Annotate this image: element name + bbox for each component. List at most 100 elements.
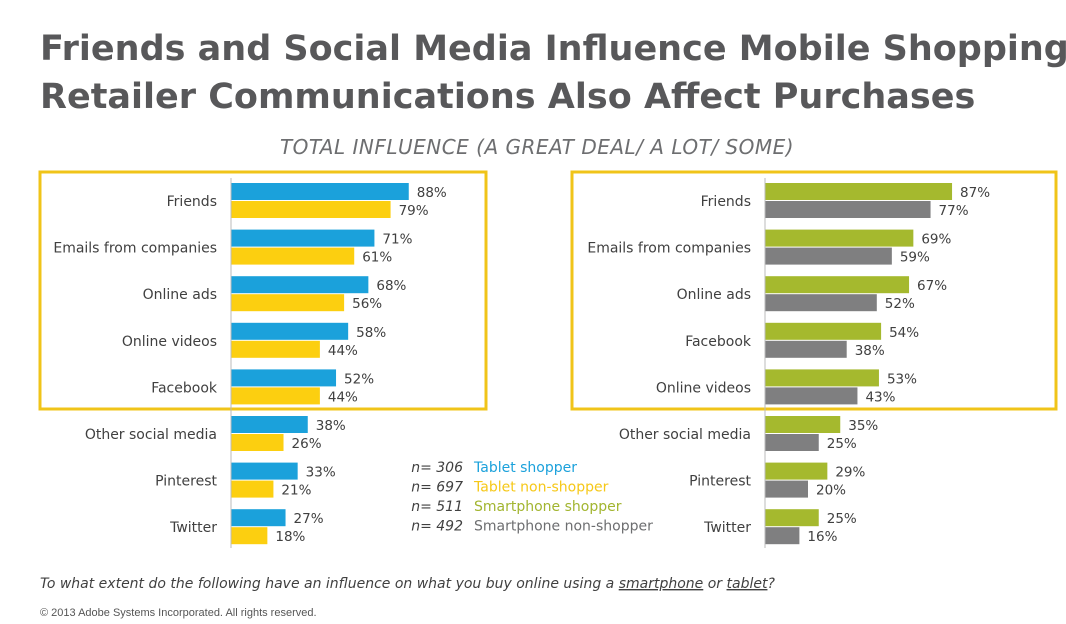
- bar-tablet-shopper: [231, 462, 298, 480]
- legend-label: Smartphone shopper: [474, 499, 622, 515]
- bar-tablet-shopper: [231, 322, 349, 340]
- bar-smartphone-non-shopper: [765, 480, 808, 498]
- data-label: 61%: [362, 250, 392, 266]
- copyright: © 2013 Adobe Systems Incorporated. All r…: [40, 607, 317, 619]
- data-label: 33%: [306, 465, 336, 481]
- data-label: 52%: [344, 371, 374, 387]
- bar-smartphone-shopper: [765, 369, 879, 387]
- bar-smartphone-non-shopper: [765, 294, 877, 312]
- bar-smartphone-non-shopper: [765, 434, 819, 451]
- data-label: 71%: [382, 232, 412, 248]
- bar-smartphone-non-shopper: [765, 340, 847, 358]
- data-label: 35%: [848, 418, 878, 434]
- category-label: Emails from companies: [53, 241, 217, 257]
- data-label: 38%: [316, 418, 346, 434]
- highlight-box: [570, 170, 1058, 411]
- data-label: 56%: [352, 296, 382, 312]
- bar-smartphone-non-shopper: [765, 387, 858, 405]
- bar-tablet-non-shopper: [231, 480, 274, 498]
- legend-n: n= 511: [411, 499, 463, 515]
- category-label: Emails from companies: [587, 241, 751, 257]
- bar-tablet-shopper: [231, 229, 375, 247]
- category-label: Online ads: [677, 287, 751, 303]
- legend-n: n= 492: [411, 519, 463, 535]
- bar-smartphone-shopper: [765, 322, 882, 340]
- category-label: Facebook: [151, 380, 218, 396]
- subtitle: TOTAL INFLUENCE (A GREAT DEAL/ A LOT/ SO…: [280, 135, 794, 159]
- category-label: Other social media: [619, 427, 751, 443]
- data-label: 43%: [865, 389, 895, 405]
- data-label: 87%: [960, 185, 990, 201]
- survey-question: To what extent do the following have an …: [40, 576, 775, 592]
- data-label: 88%: [417, 185, 447, 201]
- legend-label: Tablet shopper: [473, 460, 577, 476]
- data-label: 77%: [939, 203, 969, 219]
- data-label: 54%: [889, 325, 919, 341]
- bar-smartphone-shopper: [765, 416, 841, 433]
- data-label: 44%: [328, 389, 358, 405]
- legend-label: Tablet non-shopper: [473, 480, 609, 496]
- category-label: Pinterest: [689, 474, 751, 490]
- legend-item: n= 511 Smartphone shopper: [411, 499, 622, 515]
- bar-tablet-shopper: [231, 416, 308, 433]
- category-label: Twitter: [169, 520, 217, 536]
- data-label: 44%: [328, 343, 358, 359]
- bar-smartphone-shopper: [765, 183, 953, 200]
- bar-smartphone-shopper: [765, 229, 914, 247]
- category-label: Facebook: [685, 334, 752, 350]
- highlight-box: [38, 170, 488, 411]
- legend-item: n= 697 Tablet non-shopper: [411, 480, 608, 496]
- legend-label: Smartphone non-shopper: [474, 519, 653, 535]
- category-label: Online videos: [122, 334, 217, 350]
- bar-smartphone-non-shopper: [765, 247, 892, 265]
- category-label: Other social media: [85, 427, 217, 443]
- legend-item: n= 492 Smartphone non-shopper: [411, 519, 653, 535]
- category-label: Online ads: [143, 287, 217, 303]
- bar-smartphone-shopper: [765, 509, 819, 527]
- data-label: 18%: [275, 529, 305, 545]
- category-label: Twitter: [703, 520, 751, 536]
- bar-tablet-non-shopper: [231, 340, 320, 358]
- bar-tablet-non-shopper: [231, 247, 355, 265]
- data-label: 69%: [921, 232, 951, 248]
- title-line-2: Retailer Communications Also Affect Purc…: [40, 77, 975, 117]
- data-label: 53%: [887, 371, 917, 387]
- bar-tablet-shopper: [231, 509, 286, 527]
- category-label: Friends: [701, 194, 751, 210]
- bar-smartphone-shopper: [765, 276, 910, 294]
- data-label: 52%: [885, 296, 915, 312]
- data-label: 58%: [356, 325, 386, 341]
- bar-tablet-non-shopper: [231, 294, 345, 312]
- data-label: 29%: [835, 465, 865, 481]
- bar-tablet-shopper: [231, 369, 337, 387]
- data-label: 16%: [807, 529, 837, 545]
- question-smartphone: smartphone: [619, 576, 704, 592]
- bar-smartphone-non-shopper: [765, 201, 931, 218]
- bar-chart-1: Friends 88% 79% Emails from companies 71% 61%…: [38, 170, 488, 548]
- bar-chart-2: Friends 87% 77% Emails from companies 69% 59%…: [570, 170, 1058, 548]
- data-label: 68%: [376, 278, 406, 294]
- data-label: 25%: [827, 511, 857, 527]
- data-label: 20%: [816, 483, 846, 499]
- data-label: 27%: [294, 511, 324, 527]
- category-label: Online videos: [656, 380, 751, 396]
- data-label: 25%: [827, 436, 857, 452]
- category-label: Friends: [167, 194, 217, 210]
- bar-tablet-non-shopper: [231, 201, 391, 218]
- bar-tablet-shopper: [231, 276, 369, 294]
- data-label: 21%: [281, 483, 311, 499]
- category-label: Pinterest: [155, 474, 217, 490]
- data-label: 38%: [855, 343, 885, 359]
- bar-smartphone-shopper: [765, 462, 828, 480]
- data-label: 26%: [292, 436, 322, 452]
- legend-item: n= 306 Tablet shopper: [411, 460, 577, 476]
- bar-tablet-shopper: [231, 183, 409, 200]
- question-tablet: tablet: [727, 576, 768, 592]
- title-line-1: Friends and Social Media Influence Mobil…: [40, 29, 1066, 69]
- legend-n: n= 697: [411, 480, 463, 496]
- legend-n: n= 306: [411, 460, 463, 476]
- bar-tablet-non-shopper: [231, 434, 284, 451]
- bar-tablet-non-shopper: [231, 387, 320, 405]
